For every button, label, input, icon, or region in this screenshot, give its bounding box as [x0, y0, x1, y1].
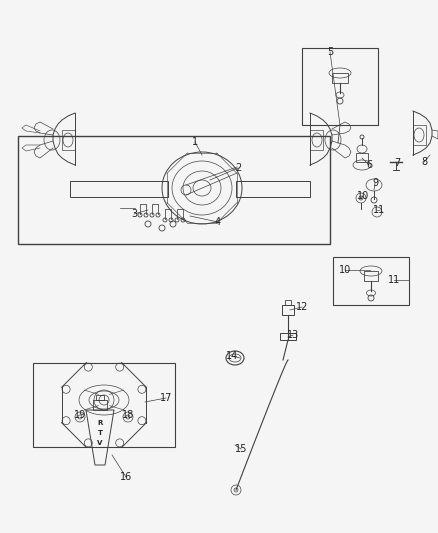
- Bar: [70, 181, 168, 197]
- Text: 19: 19: [74, 410, 86, 420]
- Text: V: V: [97, 440, 102, 446]
- Bar: [332, 73, 348, 83]
- Text: 6: 6: [366, 160, 372, 170]
- Bar: [96, 395, 104, 400]
- Text: 14: 14: [226, 351, 238, 361]
- Text: 3: 3: [131, 209, 137, 219]
- Text: T: T: [98, 430, 102, 436]
- Text: 2: 2: [235, 163, 241, 173]
- Text: 18: 18: [122, 410, 134, 420]
- Bar: [302, 48, 378, 125]
- Bar: [280, 333, 296, 340]
- Bar: [285, 300, 291, 305]
- Text: 10: 10: [339, 265, 351, 275]
- Text: 10: 10: [357, 191, 369, 201]
- Bar: [356, 153, 368, 162]
- Text: 9: 9: [372, 178, 378, 188]
- Bar: [18, 136, 330, 244]
- Text: 1: 1: [192, 137, 198, 147]
- Text: 7: 7: [394, 158, 400, 168]
- Bar: [236, 181, 310, 197]
- Text: 4: 4: [215, 217, 221, 227]
- Text: 16: 16: [120, 472, 132, 482]
- Bar: [62, 130, 75, 150]
- Bar: [333, 257, 409, 305]
- Text: 8: 8: [421, 157, 427, 167]
- Bar: [310, 130, 323, 150]
- Bar: [364, 271, 378, 281]
- Bar: [413, 125, 426, 145]
- Text: 12: 12: [296, 302, 308, 312]
- Text: R: R: [97, 420, 102, 426]
- Text: 15: 15: [235, 444, 247, 454]
- Text: 13: 13: [287, 330, 299, 340]
- Text: 17: 17: [160, 393, 172, 403]
- Bar: [282, 305, 294, 315]
- Bar: [93, 400, 107, 410]
- Text: 5: 5: [327, 47, 333, 57]
- Bar: [33, 363, 175, 447]
- Text: 11: 11: [373, 205, 385, 215]
- Text: 11: 11: [388, 275, 400, 285]
